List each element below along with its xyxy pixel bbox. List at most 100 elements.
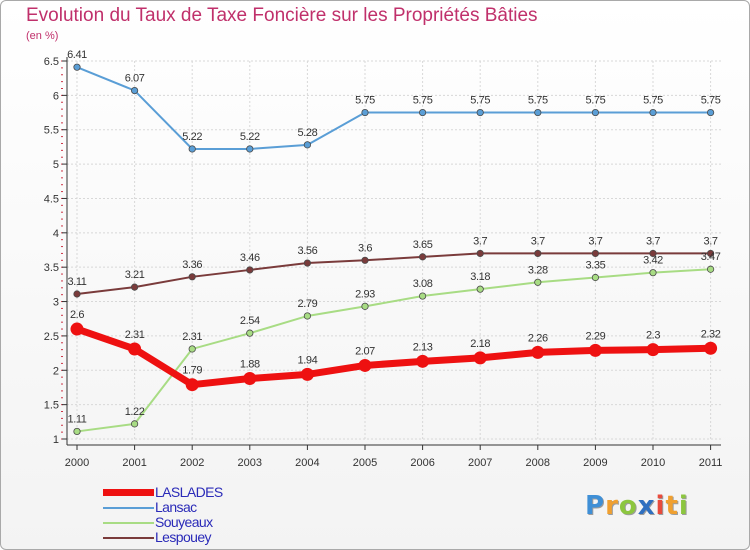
data-label-laslades: 2.32 xyxy=(701,328,721,340)
data-label-lansac: 6.07 xyxy=(125,73,145,85)
data-point-laslades xyxy=(588,343,602,357)
data-point-lespouey xyxy=(476,249,484,258)
data-label-laslades: 1.88 xyxy=(240,359,260,371)
data-label-souyeaux: 2.79 xyxy=(297,298,317,310)
legend-swatch xyxy=(103,489,154,496)
data-label-souyeaux: 2.31 xyxy=(182,331,202,343)
data-label-souyeaux: 3.28 xyxy=(528,264,548,276)
data-point-lespouey xyxy=(131,283,139,291)
logo-letter: r xyxy=(605,491,619,521)
data-point-laslades xyxy=(416,354,430,368)
data-label-souyeaux: 1.11 xyxy=(68,413,87,425)
data-point-souyeaux xyxy=(73,427,81,436)
x-tick-label: 2000 xyxy=(65,457,89,469)
y-tick-label: 3.5 xyxy=(44,262,59,274)
data-label-lespouey: 3.65 xyxy=(413,239,433,251)
data-label-souyeaux: 3.35 xyxy=(585,259,605,271)
data-label-lansac: 5.75 xyxy=(643,95,663,107)
x-tick-label: 2001 xyxy=(122,457,146,469)
data-label-lespouey: 3.6 xyxy=(358,242,372,254)
data-label-lansac: 5.22 xyxy=(240,131,260,143)
data-label-souyeaux: 3.42 xyxy=(643,255,663,267)
logo-letter: i xyxy=(678,491,689,521)
data-point-lespouey xyxy=(73,290,81,298)
data-point-souyeaux xyxy=(649,269,657,277)
x-tick-label: 2004 xyxy=(295,457,319,469)
data-point-laslades xyxy=(358,358,372,372)
data-label-laslades: 2.31 xyxy=(125,329,145,341)
y-tick-label: 3 xyxy=(53,297,59,309)
logo-letter: t xyxy=(665,491,679,521)
data-label-laslades: 2.18 xyxy=(470,338,490,350)
logo-letter: o xyxy=(618,491,638,521)
data-label-laslades: 2.13 xyxy=(413,341,433,353)
data-label-laslades: 1.94 xyxy=(297,354,317,366)
data-point-laslades xyxy=(128,342,142,356)
data-point-lansac xyxy=(188,145,196,153)
data-point-lespouey xyxy=(418,253,427,261)
data-label-souyeaux: 1.22 xyxy=(125,406,145,418)
data-point-laslades xyxy=(243,372,257,386)
data-label-lespouey: 3.46 xyxy=(240,252,260,264)
chart-title: Evolution du Taux de Taxe Foncière sur l… xyxy=(26,5,538,26)
data-point-lansac xyxy=(591,108,600,117)
data-label-souyeaux: 3.08 xyxy=(413,278,433,290)
x-tick-label: 2006 xyxy=(410,457,434,469)
data-label-lansac: 5.28 xyxy=(297,127,317,139)
data-point-lansac xyxy=(649,108,657,117)
data-label-lespouey: 3.36 xyxy=(182,259,202,271)
legend-label: LASLADES xyxy=(155,484,223,500)
data-point-lansac xyxy=(131,86,139,95)
data-label-lansac: 5.75 xyxy=(585,95,605,107)
series-line-lespouey xyxy=(76,252,711,295)
data-label-lansac: 6.41 xyxy=(67,49,87,61)
legend-label: Souyeaux xyxy=(155,514,213,530)
data-point-lespouey xyxy=(303,259,311,267)
data-label-souyeaux: 2.54 xyxy=(240,315,260,327)
data-point-lespouey xyxy=(649,249,657,258)
data-point-souyeaux xyxy=(476,285,484,293)
series-line-souyeaux xyxy=(76,268,711,433)
data-point-laslades xyxy=(300,367,314,381)
data-label-laslades: 1.79 xyxy=(182,365,202,377)
data-label-lansac: 5.75 xyxy=(528,95,548,107)
data-point-lespouey xyxy=(361,256,369,264)
data-point-lansac xyxy=(361,108,369,117)
data-label-laslades: 2.3 xyxy=(646,330,660,342)
y-tick-label: 5.5 xyxy=(44,125,59,137)
data-point-souyeaux xyxy=(361,302,369,310)
x-tick-label: 2011 xyxy=(699,457,723,469)
y-tick-label: 6.5 xyxy=(44,56,59,68)
data-point-laslades xyxy=(185,378,199,392)
data-label-lespouey: 3.11 xyxy=(68,276,87,288)
y-tick-label: 4.5 xyxy=(44,193,59,205)
data-label-lansac: 5.22 xyxy=(182,131,202,143)
data-point-lansac xyxy=(246,145,254,153)
data-point-lespouey xyxy=(534,249,542,258)
data-point-laslades xyxy=(473,351,487,365)
data-point-lespouey xyxy=(591,249,600,258)
data-label-lansac: 5.75 xyxy=(470,95,490,107)
data-point-laslades xyxy=(531,345,545,359)
x-tick-label: 2003 xyxy=(238,457,262,469)
y-tick-label: 6 xyxy=(53,90,59,102)
legend-swatch xyxy=(103,537,154,539)
data-label-lansac: 5.75 xyxy=(355,95,375,107)
series-line-lansac xyxy=(76,66,711,150)
data-label-lespouey: 3.56 xyxy=(297,245,317,257)
y-tick-label: 1 xyxy=(53,434,59,446)
legend-swatch xyxy=(103,522,154,524)
data-label-lespouey: 3.7 xyxy=(704,235,718,247)
data-point-lansac xyxy=(706,108,715,117)
legend-swatch xyxy=(103,507,154,509)
data-point-laslades xyxy=(704,341,718,355)
data-point-lansac xyxy=(534,108,542,117)
data-point-lansac xyxy=(418,108,427,117)
data-point-lansac xyxy=(303,141,311,149)
data-point-lespouey xyxy=(188,273,196,281)
data-point-laslades xyxy=(646,343,660,357)
data-label-laslades: 2.07 xyxy=(355,345,375,357)
data-label-souyeaux: 3.47 xyxy=(701,251,721,263)
data-label-lespouey: 3.7 xyxy=(588,235,602,247)
data-point-lespouey xyxy=(246,266,254,274)
